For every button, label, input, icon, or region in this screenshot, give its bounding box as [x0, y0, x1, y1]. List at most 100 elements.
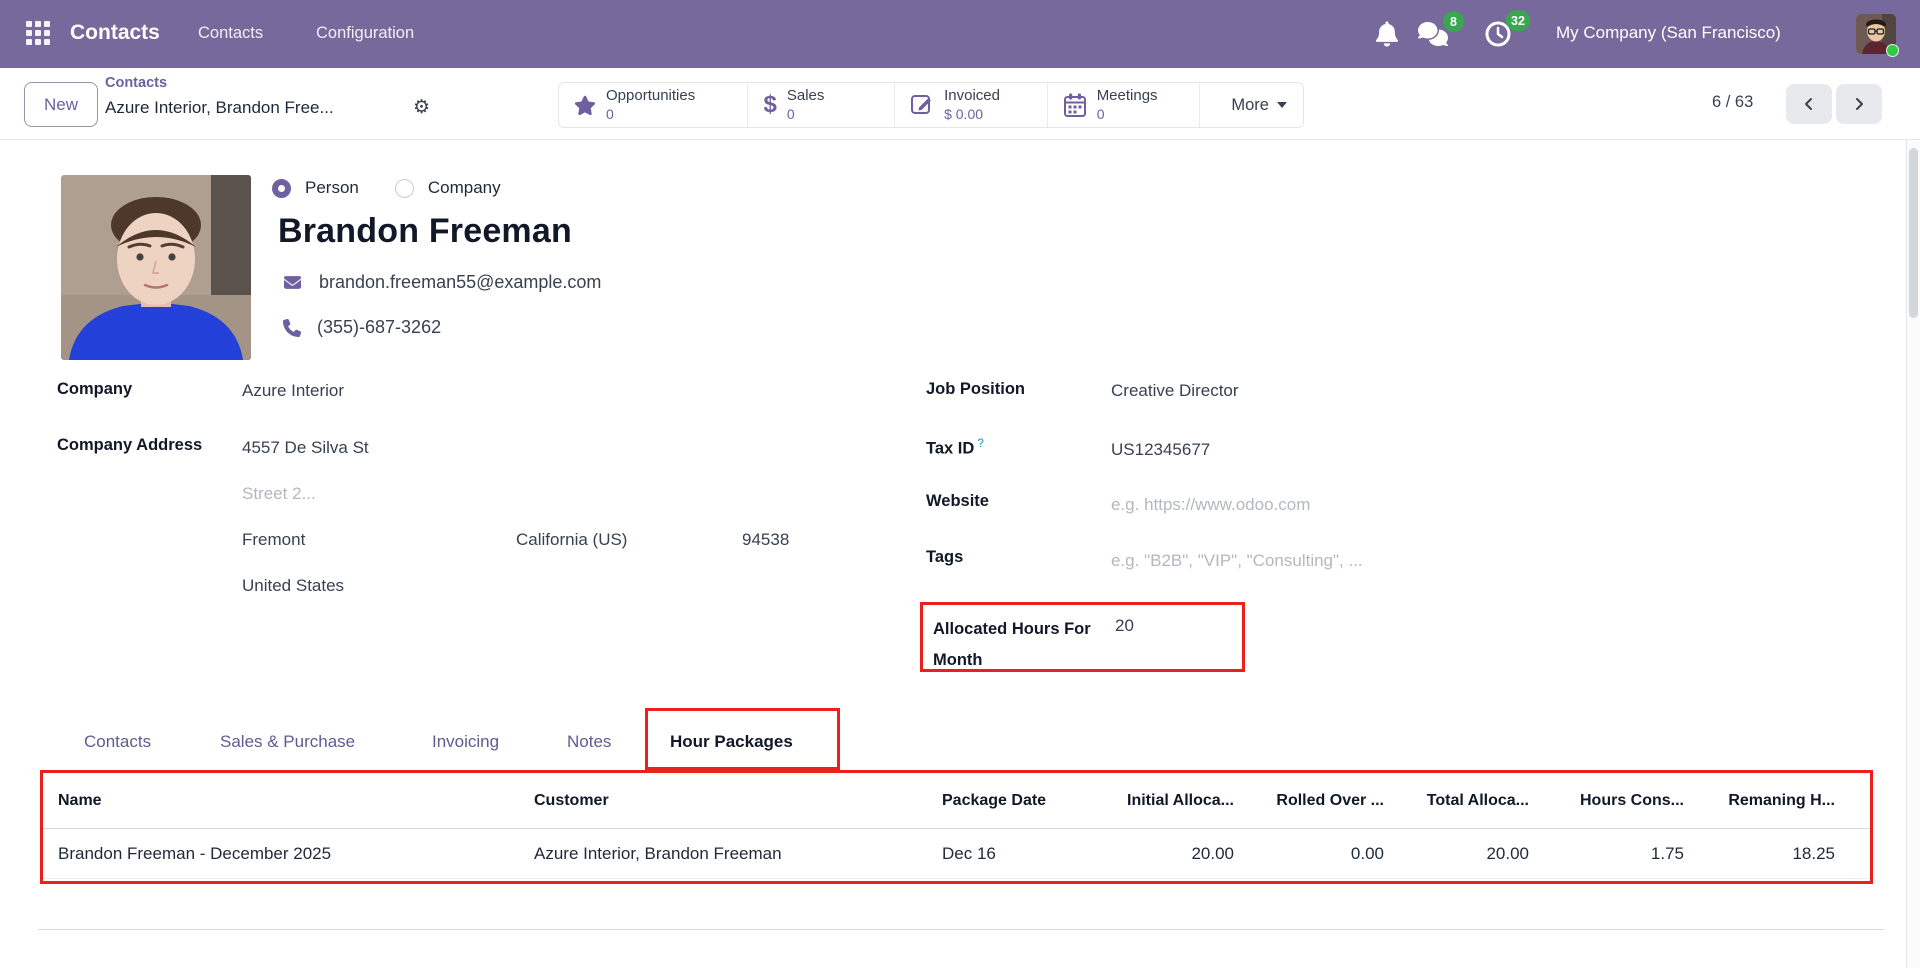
address-field-label: Company Address: [57, 436, 203, 454]
stat-label: Sales: [786, 86, 825, 104]
column-header-package-date[interactable]: Package Date: [942, 791, 1047, 809]
contact-phone[interactable]: (355)-687-3262: [317, 317, 442, 337]
tab-hour-packages[interactable]: Hour Packages: [670, 732, 793, 751]
stat-value: $ 0.00: [944, 105, 984, 122]
column-header-remaining-hours[interactable]: Remaning H...: [1728, 791, 1835, 809]
allocated-hours-value[interactable]: 20: [1115, 616, 1134, 635]
hour-packages-table-annotation-box: Name Customer Package Date Initial Alloc…: [40, 770, 1873, 884]
breadcrumb-parent[interactable]: Contacts: [105, 75, 168, 91]
invoice-edit-icon: [911, 95, 932, 114]
phone-icon: [283, 318, 301, 337]
stat-value: 0: [606, 105, 614, 122]
help-question-icon[interactable]: ?: [977, 436, 984, 450]
address-street2-input[interactable]: Street 2...: [242, 484, 316, 503]
cell-initial-allocated: 20.00: [1191, 844, 1234, 863]
column-header-total-allocated[interactable]: Total Alloca...: [1426, 791, 1529, 809]
hour-packages-tab-annotation-box: Hour Packages: [645, 708, 840, 770]
job-position-value[interactable]: Creative Director: [1111, 381, 1239, 400]
apps-grid-icon[interactable]: [26, 21, 52, 47]
tags-input[interactable]: e.g. "B2B", "VIP", "Consulting", ...: [1111, 551, 1363, 570]
activities-badge: 32: [1506, 10, 1530, 31]
chevron-left-icon: [1805, 98, 1812, 110]
breadcrumb-current: Azure Interior, Brandon Free...: [105, 98, 334, 117]
contact-email[interactable]: brandon.freeman55@example.com: [319, 272, 602, 292]
sheet-bottom-divider: [38, 929, 1884, 930]
stat-button-sales[interactable]: $ Sales 0: [748, 83, 896, 127]
dollar-icon: $: [763, 91, 777, 118]
tab-sales-purchase[interactable]: Sales & Purchase: [220, 732, 356, 751]
pager-count: 6 / 63: [1712, 93, 1754, 111]
cell-customer: Azure Interior, Brandon Freeman: [534, 844, 782, 863]
stat-button-meetings[interactable]: Meetings 0: [1048, 83, 1201, 127]
more-label: More: [1231, 95, 1269, 114]
stat-label: Opportunities: [606, 86, 696, 104]
stat-button-opportunities[interactable]: Opportunities 0: [559, 83, 749, 127]
tab-invoicing[interactable]: Invoicing: [432, 732, 500, 751]
column-header-name[interactable]: Name: [58, 791, 102, 809]
column-header-customer[interactable]: Customer: [534, 791, 609, 809]
table-header-row: Name Customer Package Date Initial Alloc…: [43, 773, 1870, 829]
messages-badge: 8: [1443, 11, 1464, 32]
table-row[interactable]: Brandon Freeman - December 2025 Azure In…: [43, 830, 1870, 879]
address-country[interactable]: United States: [242, 576, 345, 595]
address-state[interactable]: California (US): [516, 530, 628, 549]
messages-icon[interactable]: [1418, 22, 1448, 46]
cell-total-allocated: 20.00: [1486, 844, 1529, 863]
address-city[interactable]: Fremont: [242, 530, 306, 549]
stat-button-invoiced[interactable]: Invoiced $ 0.00: [895, 83, 1048, 127]
scrollbar-thumb[interactable]: [1909, 148, 1918, 318]
tab-notes[interactable]: Notes: [567, 732, 612, 751]
chevron-down-icon: [1276, 102, 1287, 108]
cell-hours-consumed: 1.75: [1650, 844, 1684, 863]
app-title[interactable]: Contacts: [70, 21, 160, 44]
address-zip[interactable]: 94538: [742, 530, 790, 549]
contact-photo[interactable]: [61, 175, 251, 360]
stat-value: 0: [786, 105, 795, 122]
more-button[interactable]: More: [1200, 83, 1303, 127]
column-header-rolled-over[interactable]: Rolled Over ...: [1276, 791, 1384, 809]
calendar-icon: [1063, 93, 1086, 117]
radio-company-label: Company: [427, 178, 501, 197]
control-panel: New Contacts Azure Interior, Brandon Fre…: [0, 68, 1920, 140]
stat-label: Invoiced: [944, 86, 1000, 104]
contact-name[interactable]: Brandon Freeman: [278, 212, 572, 250]
activities-clock-icon[interactable]: [1484, 20, 1512, 48]
company-field-label: Company: [57, 380, 133, 398]
scrollbar-track[interactable]: [1906, 140, 1920, 968]
stat-label: Meetings: [1096, 86, 1158, 104]
allocated-hours-annotation-box: Allocated Hours For Month 20: [920, 602, 1245, 672]
pager-next-button[interactable]: [1836, 84, 1882, 124]
address-street[interactable]: 4557 De Silva St: [242, 438, 369, 457]
tab-contacts[interactable]: Contacts: [84, 732, 152, 751]
company-field-value[interactable]: Azure Interior: [242, 381, 345, 400]
star-icon: [574, 95, 596, 115]
job-position-label: Job Position: [926, 380, 1025, 398]
menu-configuration[interactable]: Configuration: [316, 24, 415, 42]
tax-id-label: Tax ID?: [926, 436, 984, 458]
website-input[interactable]: e.g. https://www.odoo.com: [1111, 495, 1311, 514]
top-navbar: Contacts Contacts Configuration 8 32 My …: [0, 0, 1920, 68]
new-button[interactable]: New: [24, 82, 98, 127]
allocated-hours-label: Allocated Hours For Month: [933, 620, 1091, 669]
cell-rolled-over: 0.00: [1350, 844, 1384, 863]
contact-type-radio-group: Person Company: [272, 178, 523, 198]
cell-name: Brandon Freeman - December 2025: [58, 844, 332, 863]
form-sheet: Person Company Brandon Freeman brandon.f…: [0, 140, 1920, 968]
company-switcher[interactable]: My Company (San Francisco): [1556, 23, 1781, 42]
cell-remaining-hours: 18.25: [1792, 844, 1835, 863]
stat-button-group: Opportunities 0 $ Sales 0 Invoiced $ 0.0…: [558, 82, 1304, 128]
email-envelope-icon: [284, 276, 301, 289]
column-header-initial-allocated[interactable]: Initial Alloca...: [1127, 791, 1234, 809]
radio-company[interactable]: [394, 178, 414, 198]
stat-value: 0: [1096, 105, 1105, 122]
website-label: Website: [926, 492, 989, 510]
radio-person-label: Person: [305, 178, 359, 197]
notifications-bell-icon[interactable]: [1376, 21, 1398, 47]
radio-person[interactable]: [272, 178, 291, 198]
tags-label: Tags: [926, 548, 964, 566]
tax-id-value[interactable]: US12345677: [1111, 440, 1211, 459]
column-header-hours-consumed[interactable]: Hours Cons...: [1579, 791, 1684, 809]
menu-contacts[interactable]: Contacts: [198, 24, 264, 42]
settings-gear-icon[interactable]: ⚙: [413, 97, 431, 118]
pager-previous-button[interactable]: [1786, 84, 1832, 124]
